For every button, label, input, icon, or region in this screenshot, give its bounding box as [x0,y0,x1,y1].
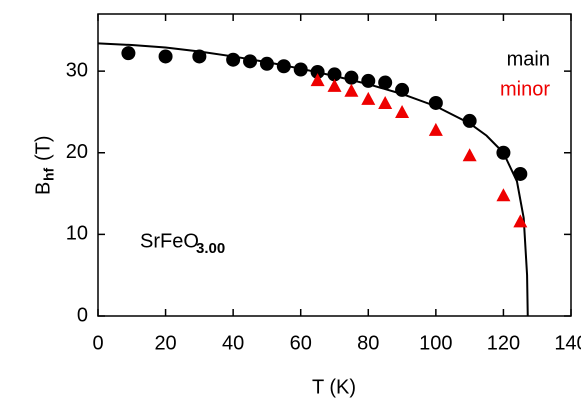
point [378,75,393,90]
point [310,64,325,79]
point [226,52,241,67]
point [428,95,443,110]
point [158,49,173,64]
y-tick-label: 0 [77,304,88,326]
legend-label: minor [500,78,550,100]
point [361,91,376,105]
x-tick-label: 20 [154,332,176,354]
point [395,82,410,97]
point [327,78,342,92]
point [496,188,511,202]
x-tick-label: 100 [419,332,452,354]
point [276,59,291,74]
point [513,166,528,181]
y-tick-label: 10 [66,223,88,245]
x-tick-label: 80 [357,332,379,354]
point [243,54,258,69]
annotation: SrFeO [140,230,199,252]
x-tick-label: 0 [92,332,103,354]
plot-frame [97,13,572,317]
x-tick-label: 40 [222,332,244,354]
x-tick-label: 140 [554,332,581,354]
annotation-sub: 3.00 [196,240,225,257]
point [121,46,136,61]
point [361,73,376,88]
x-tick-label: 60 [290,332,312,354]
y-tick-label: 30 [66,59,88,81]
y-tick-label: 20 [66,141,88,163]
point [310,73,325,87]
point [428,122,443,136]
point [462,113,477,128]
point [462,148,477,162]
y-label-main: B [32,182,54,195]
point [513,214,528,228]
point [378,95,393,109]
y-label-sub: hf [41,167,57,181]
x-tick-label: 120 [487,332,520,354]
point [259,56,274,71]
point [496,145,511,160]
point [293,62,308,77]
y-label-unit: (T) [32,135,54,161]
point [395,104,410,118]
legend-label: main [507,48,550,70]
x-axis-label: T (K) [312,376,356,398]
y-axis-label: B hf (T) [32,135,56,195]
point [192,49,207,64]
point [344,70,359,85]
point [344,83,359,97]
point [327,67,342,82]
